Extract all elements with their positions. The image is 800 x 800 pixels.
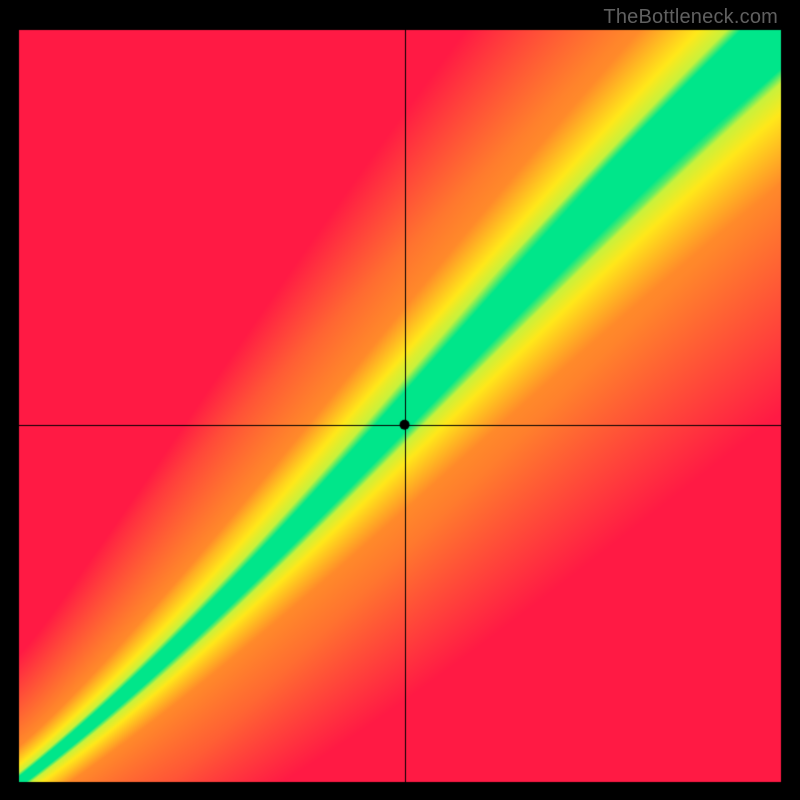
watermark-text: TheBottleneck.com	[603, 6, 778, 29]
chart-container: TheBottleneck.com	[0, 0, 800, 800]
heatmap-canvas	[0, 0, 800, 800]
